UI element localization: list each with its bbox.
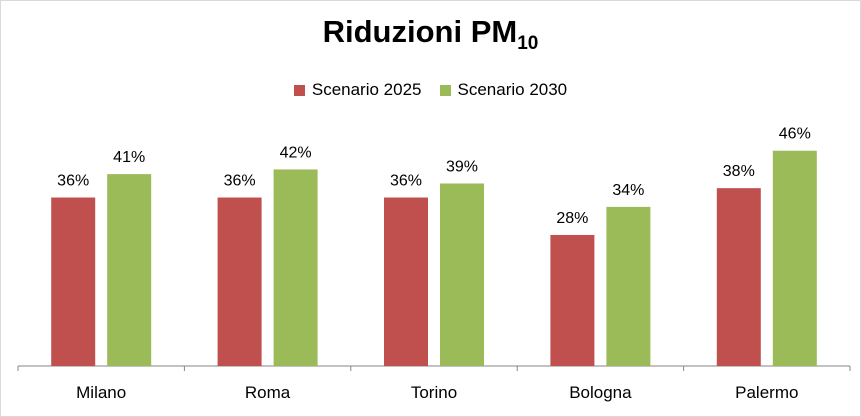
x-tick-label: Palermo: [735, 383, 798, 402]
chart-title: Riduzioni PM10: [0, 14, 861, 55]
bar-series-2-milano: [107, 174, 152, 366]
legend-label-series-2: Scenario 2030: [457, 80, 568, 99]
bar-series-1-roma: [217, 197, 262, 366]
legend-item-series-2: Scenario 2030: [439, 80, 568, 100]
data-label: 42%: [280, 144, 312, 161]
data-label: 28%: [556, 210, 588, 227]
chart-title-text: Riduzioni PM: [322, 14, 518, 49]
bar-series-1-torino: [384, 197, 428, 366]
x-tick-label: Milano: [76, 383, 126, 402]
bar-series-2-roma: [273, 169, 318, 366]
bar-series-2-palermo: [772, 150, 817, 366]
data-label: 38%: [723, 163, 755, 180]
chart-legend: Scenario 2025 Scenario 2030: [0, 80, 861, 100]
bar-series-2-torino: [440, 183, 484, 366]
x-tick-label: Roma: [245, 383, 291, 402]
bar-series-1-milano: [51, 197, 96, 366]
data-label: 36%: [224, 173, 256, 190]
data-label: 36%: [390, 173, 422, 190]
data-label: 41%: [113, 149, 145, 166]
legend-swatch-series-2: [439, 84, 451, 96]
legend-swatch-series-1: [293, 84, 305, 96]
x-tick-label: Bologna: [569, 383, 632, 402]
legend-item-series-1: Scenario 2025: [293, 80, 422, 100]
data-label: 34%: [612, 182, 644, 199]
data-label: 39%: [446, 158, 478, 175]
bar-series-1-palermo: [716, 188, 761, 366]
bar-series-1-bologna: [550, 234, 595, 366]
data-label: 36%: [57, 173, 89, 190]
data-label: 46%: [779, 126, 811, 143]
legend-label-series-1: Scenario 2025: [311, 80, 422, 99]
chart-title-subscript: 10: [517, 33, 539, 54]
x-tick-label: Torino: [411, 383, 457, 402]
bar-series-2-bologna: [606, 206, 651, 366]
